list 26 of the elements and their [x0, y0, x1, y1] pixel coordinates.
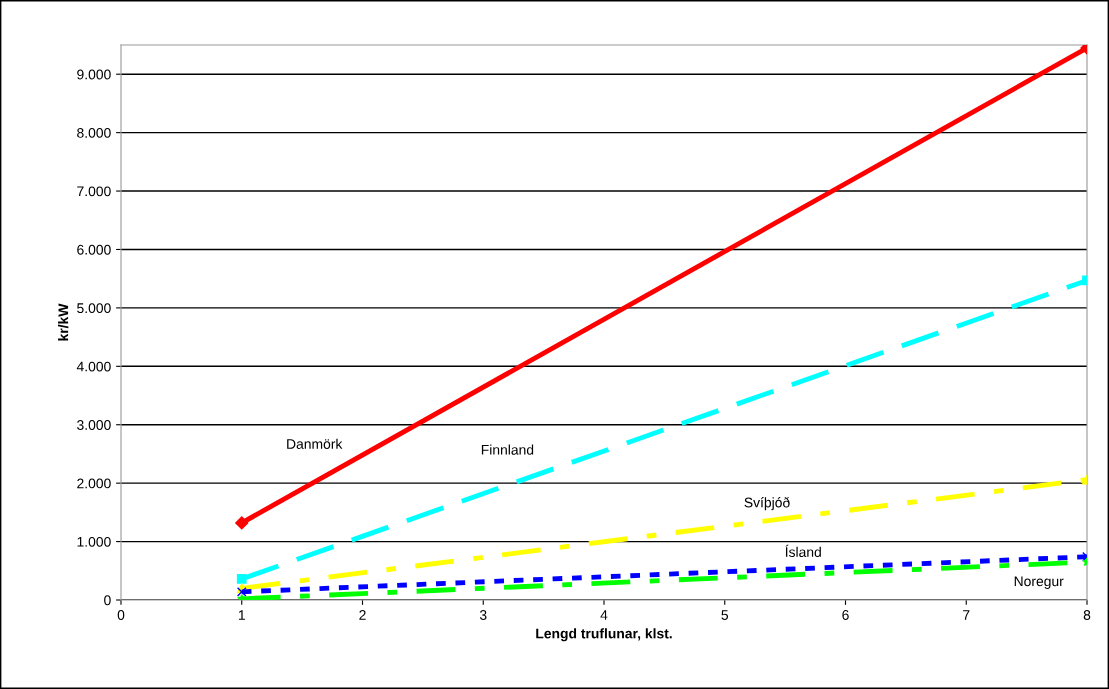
x-tick-label: 1 [238, 610, 245, 620]
x-tick-label: 8 [1083, 610, 1091, 620]
series-label: Danmörk [287, 438, 343, 449]
x-tick-label: 6 [842, 610, 849, 620]
x-tick-label: 4 [600, 610, 608, 620]
y-tick-label: 4.000 [76, 361, 111, 372]
y-tick-label: 6.000 [77, 244, 111, 255]
y-tick-label: 3.000 [77, 420, 111, 430]
y-tick-label: 1.000 [77, 536, 111, 547]
series-label: Ísland [785, 544, 821, 557]
y-tick-label: 0 [104, 595, 111, 606]
series-label: Finnland [481, 444, 534, 455]
series-label: Svíþjóð [744, 497, 790, 511]
y-tick-label: 8.000 [77, 127, 111, 138]
x-tick-label: 7 [963, 610, 970, 620]
x-tick-label: 3 [479, 610, 487, 620]
y-tick-label: 9.000 [77, 69, 111, 80]
x-tick-label: 5 [721, 610, 729, 620]
y-tick-label: 7.000 [77, 186, 111, 197]
x-tick-label: 0 [117, 610, 125, 620]
y-tick-label: 5.000 [77, 303, 111, 314]
x-axis-title: Lengd truflunar, klst. [536, 628, 672, 642]
y-axis-title: kr/kW [58, 303, 69, 341]
series-label: Noregur [1014, 576, 1064, 589]
x-tick-label: 2 [359, 610, 366, 620]
y-tick-label: 2.000 [77, 478, 111, 489]
